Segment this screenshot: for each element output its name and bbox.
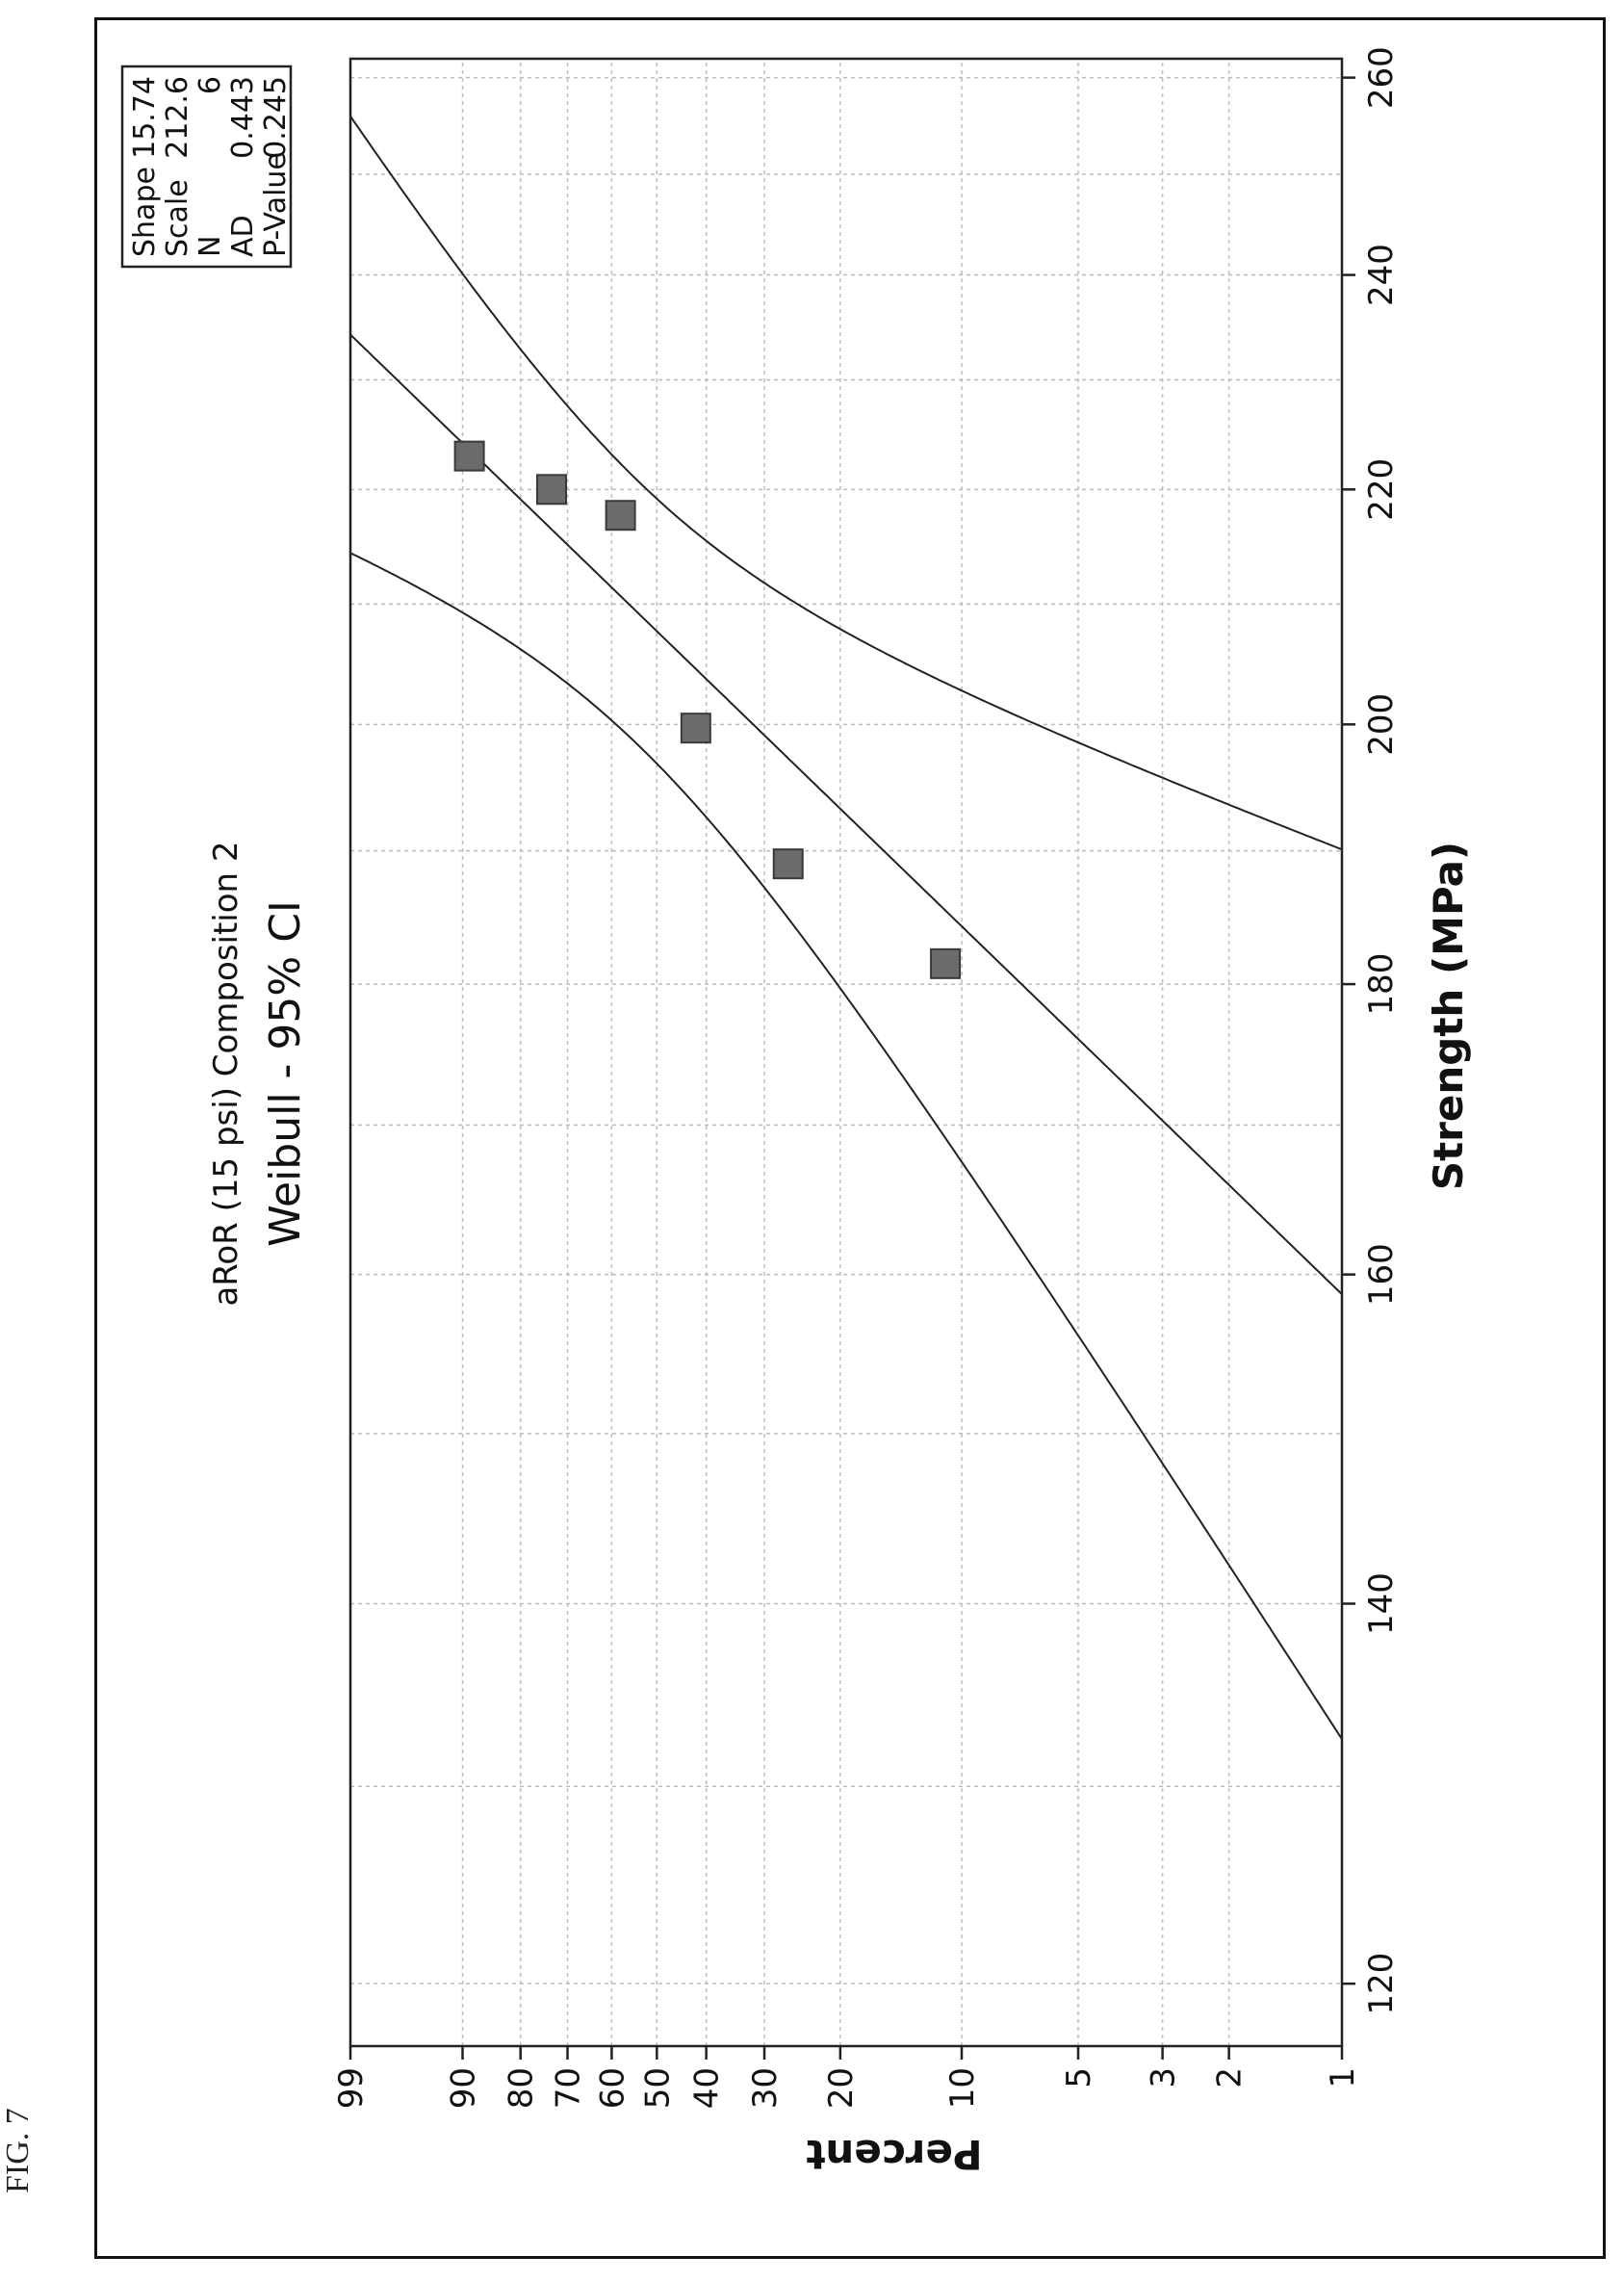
x-tick-label: 260 — [1362, 46, 1401, 109]
axes: 120 140 160 180 200 220 240 260 1 2 3 5 10 20 30 40 5060… — [332, 46, 1401, 2109]
y-tick-label: 70 — [550, 2067, 588, 2109]
data-point — [453, 440, 485, 472]
data-point — [772, 848, 804, 880]
x-tick-label: 120 — [1362, 1953, 1401, 2015]
y-tick-label: 30 — [746, 2067, 785, 2109]
stats-value-ad: 0.443 — [226, 76, 260, 159]
y-tick-label: 3 — [1145, 2067, 1183, 2088]
x-tick-label: 240 — [1362, 244, 1401, 306]
x-tick-label: 180 — [1362, 953, 1401, 1016]
y-tick-label: 99 — [332, 2067, 371, 2109]
stats-label-ad: AD — [226, 215, 260, 257]
stats-value-scale: 212.6 — [161, 76, 194, 159]
y-axis-label: Percent — [806, 2131, 982, 2178]
y-tick-label: 90 — [445, 2067, 483, 2109]
chart-title: aRoR (15 psi) Composition 2 — [207, 841, 245, 1306]
ci-upper-bound — [349, 116, 1343, 851]
y-tick-label: 50 — [638, 2067, 677, 2109]
x-tick-label: 220 — [1362, 458, 1401, 521]
y-tick-label: 5 — [1060, 2067, 1098, 2088]
stats-value-shape: 15.74 — [128, 76, 162, 159]
gridlines — [349, 59, 1343, 2046]
weibull-probability-plot: 1201401601802002202402601235102030405060… — [120, 46, 1472, 2178]
plot-border — [348, 57, 1344, 2048]
y-tick-label: 40 — [688, 2067, 727, 2109]
stats-box-border — [120, 65, 293, 269]
figure-frame — [94, 17, 1606, 2259]
data-point — [930, 947, 962, 979]
figure-label: FIG. 7 — [0, 2108, 36, 2193]
data-point — [605, 500, 636, 532]
y-tick-label: 10 — [943, 2067, 982, 2109]
stats-box: Shape 15.74 Scale 212.6 N 6 AD 0.443 P-V… — [120, 65, 293, 269]
rotated-chart-area: 120 140 160 180 200 220 240 260 1 2 3 5 10 20 30 40 50 60… — [95, 18, 1606, 2258]
y-tick-label: 1 — [1324, 2067, 1362, 2088]
x-tick-label: 160 — [1362, 1243, 1401, 1306]
y-tick-label: 20 — [822, 2067, 861, 2109]
y-tick-label: 60 — [593, 2067, 632, 2109]
stats-value-n: 6 — [193, 76, 227, 94]
chart-subtitle: Weibull - 95% CI — [261, 900, 310, 1247]
stats-label-p-value: P-Value — [259, 152, 293, 257]
x-axis-label: Strength (MPa) — [1425, 842, 1472, 1190]
stats-value-p-value: 0.245 — [259, 76, 293, 159]
y-tick-label: 80 — [503, 2067, 541, 2109]
ci-lower-bound — [349, 552, 1343, 1740]
fit-line — [349, 333, 1343, 1295]
stats-label-n: N — [193, 236, 227, 257]
data-point — [680, 713, 711, 744]
stats-label-shape: Shape — [128, 167, 162, 257]
data-point — [536, 474, 568, 506]
stats-label-scale: Scale — [161, 179, 194, 257]
x-tick-label: 200 — [1362, 693, 1401, 756]
data-points — [453, 440, 962, 979]
fit-lines — [349, 116, 1343, 1740]
y-tick-label: 2 — [1211, 2067, 1250, 2088]
x-tick-label: 140 — [1362, 1572, 1401, 1635]
